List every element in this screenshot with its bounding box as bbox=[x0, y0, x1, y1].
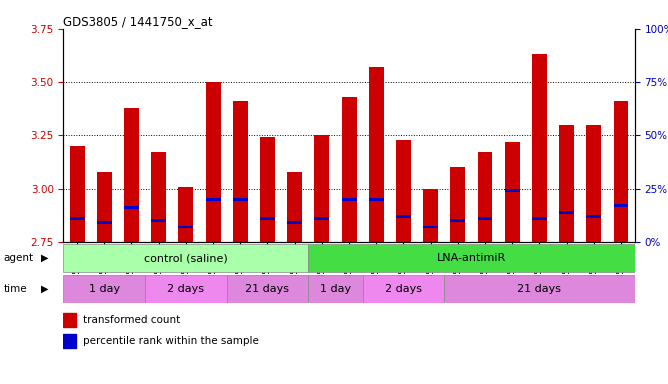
Bar bbox=[287, 172, 302, 242]
Bar bbox=[260, 217, 275, 220]
Text: 1 day: 1 day bbox=[89, 284, 120, 294]
Bar bbox=[145, 275, 226, 303]
Bar bbox=[396, 215, 411, 218]
Bar bbox=[559, 210, 574, 214]
Bar bbox=[97, 172, 112, 242]
Bar bbox=[63, 275, 145, 303]
Bar bbox=[478, 152, 492, 242]
Bar bbox=[151, 152, 166, 242]
Bar bbox=[260, 137, 275, 242]
Bar bbox=[341, 97, 357, 242]
Text: 2 days: 2 days bbox=[385, 284, 422, 294]
Bar bbox=[315, 217, 329, 220]
Bar bbox=[369, 67, 383, 242]
Bar bbox=[363, 275, 444, 303]
Bar bbox=[587, 215, 601, 218]
Bar bbox=[206, 82, 220, 242]
Text: control (saline): control (saline) bbox=[144, 253, 228, 263]
Bar bbox=[124, 206, 139, 209]
Bar bbox=[450, 167, 466, 242]
Text: ▶: ▶ bbox=[41, 284, 49, 294]
Text: 2 days: 2 days bbox=[168, 284, 204, 294]
Bar bbox=[308, 275, 363, 303]
Bar bbox=[587, 125, 601, 242]
Bar bbox=[423, 189, 438, 242]
Bar bbox=[444, 275, 635, 303]
Bar bbox=[315, 136, 329, 242]
Text: 21 days: 21 days bbox=[518, 284, 561, 294]
Text: agent: agent bbox=[3, 253, 33, 263]
Text: ▶: ▶ bbox=[41, 253, 49, 263]
Bar bbox=[396, 140, 411, 242]
Bar bbox=[69, 146, 85, 242]
Bar bbox=[232, 101, 248, 242]
Bar bbox=[232, 198, 248, 201]
Bar bbox=[69, 217, 85, 220]
Text: 1 day: 1 day bbox=[320, 284, 351, 294]
Bar bbox=[613, 101, 629, 242]
Bar bbox=[206, 198, 220, 201]
Text: transformed count: transformed count bbox=[84, 314, 181, 324]
Bar bbox=[124, 108, 139, 242]
Bar bbox=[613, 204, 629, 207]
Text: LNA-antimiR: LNA-antimiR bbox=[437, 253, 506, 263]
Text: 21 days: 21 days bbox=[245, 284, 289, 294]
Bar bbox=[532, 217, 547, 220]
Bar bbox=[559, 125, 574, 242]
Bar bbox=[505, 189, 520, 192]
Bar bbox=[63, 245, 308, 272]
Bar bbox=[63, 334, 76, 348]
Bar bbox=[308, 245, 635, 272]
Bar bbox=[63, 313, 76, 326]
Bar bbox=[97, 221, 112, 224]
Bar bbox=[369, 198, 383, 201]
Bar bbox=[178, 187, 193, 242]
Bar bbox=[341, 198, 357, 201]
Bar bbox=[226, 275, 308, 303]
Bar bbox=[478, 217, 492, 220]
Bar bbox=[532, 55, 547, 242]
Text: GDS3805 / 1441750_x_at: GDS3805 / 1441750_x_at bbox=[63, 15, 213, 28]
Text: percentile rank within the sample: percentile rank within the sample bbox=[84, 336, 259, 346]
Bar bbox=[450, 219, 466, 222]
Bar bbox=[151, 219, 166, 222]
Bar bbox=[287, 221, 302, 224]
Bar bbox=[423, 225, 438, 228]
Bar bbox=[505, 142, 520, 242]
Bar bbox=[178, 225, 193, 228]
Text: time: time bbox=[3, 284, 27, 294]
